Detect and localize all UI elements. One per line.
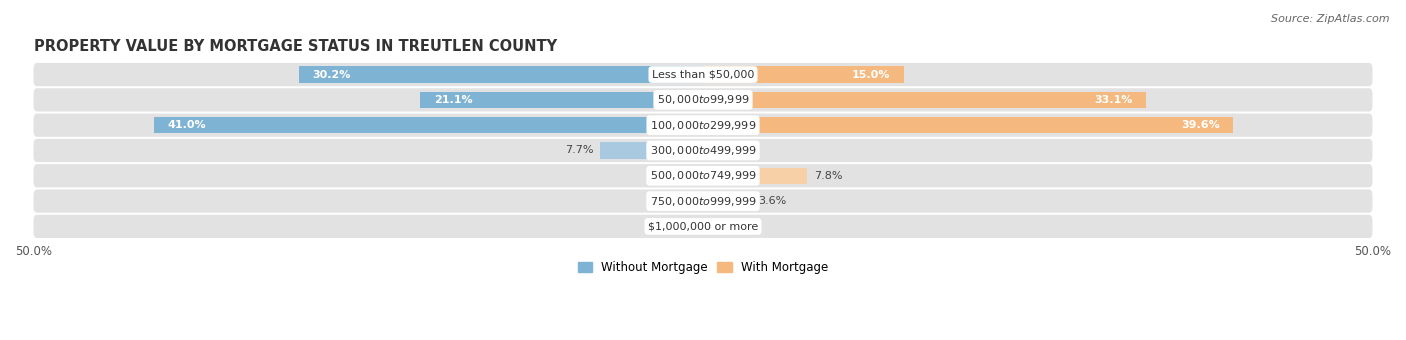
Text: 0.89%: 0.89%: [721, 146, 756, 155]
FancyBboxPatch shape: [34, 88, 1372, 112]
Text: 33.1%: 33.1%: [1094, 95, 1133, 105]
Text: 0.0%: 0.0%: [655, 196, 683, 206]
Text: 39.6%: 39.6%: [1181, 120, 1220, 130]
Text: $1,000,000 or more: $1,000,000 or more: [648, 221, 758, 232]
Text: 15.0%: 15.0%: [852, 70, 890, 80]
Text: $100,000 to $299,999: $100,000 to $299,999: [650, 119, 756, 132]
Text: Source: ZipAtlas.com: Source: ZipAtlas.com: [1271, 14, 1389, 23]
Text: 0.0%: 0.0%: [723, 221, 751, 232]
FancyBboxPatch shape: [34, 63, 1372, 86]
FancyBboxPatch shape: [34, 215, 1372, 238]
Bar: [703, 92, 1146, 108]
Text: 30.2%: 30.2%: [312, 70, 350, 80]
Text: 0.0%: 0.0%: [655, 221, 683, 232]
Text: 3.6%: 3.6%: [758, 196, 786, 206]
FancyBboxPatch shape: [34, 164, 1372, 187]
Text: $500,000 to $749,999: $500,000 to $749,999: [650, 169, 756, 182]
Legend: Without Mortgage, With Mortgage: Without Mortgage, With Mortgage: [574, 257, 832, 279]
FancyBboxPatch shape: [34, 114, 1372, 137]
Text: $50,000 to $99,999: $50,000 to $99,999: [657, 94, 749, 106]
FancyBboxPatch shape: [34, 189, 1372, 213]
Text: PROPERTY VALUE BY MORTGAGE STATUS IN TREUTLEN COUNTY: PROPERTY VALUE BY MORTGAGE STATUS IN TRE…: [34, 39, 557, 54]
Text: 41.0%: 41.0%: [167, 120, 207, 130]
Text: Less than $50,000: Less than $50,000: [652, 70, 754, 80]
Text: 0.0%: 0.0%: [655, 171, 683, 181]
Bar: [703, 117, 1233, 133]
Text: 7.8%: 7.8%: [814, 171, 842, 181]
FancyBboxPatch shape: [34, 139, 1372, 162]
Text: 7.7%: 7.7%: [565, 146, 593, 155]
Bar: [703, 66, 904, 83]
Text: $300,000 to $499,999: $300,000 to $499,999: [650, 144, 756, 157]
Bar: [600, 142, 703, 159]
Bar: [703, 142, 714, 159]
Text: 21.1%: 21.1%: [434, 95, 472, 105]
Bar: [703, 193, 751, 209]
Bar: [703, 168, 807, 184]
Bar: [420, 92, 703, 108]
Text: $750,000 to $999,999: $750,000 to $999,999: [650, 194, 756, 208]
Bar: [298, 66, 703, 83]
Bar: [155, 117, 703, 133]
